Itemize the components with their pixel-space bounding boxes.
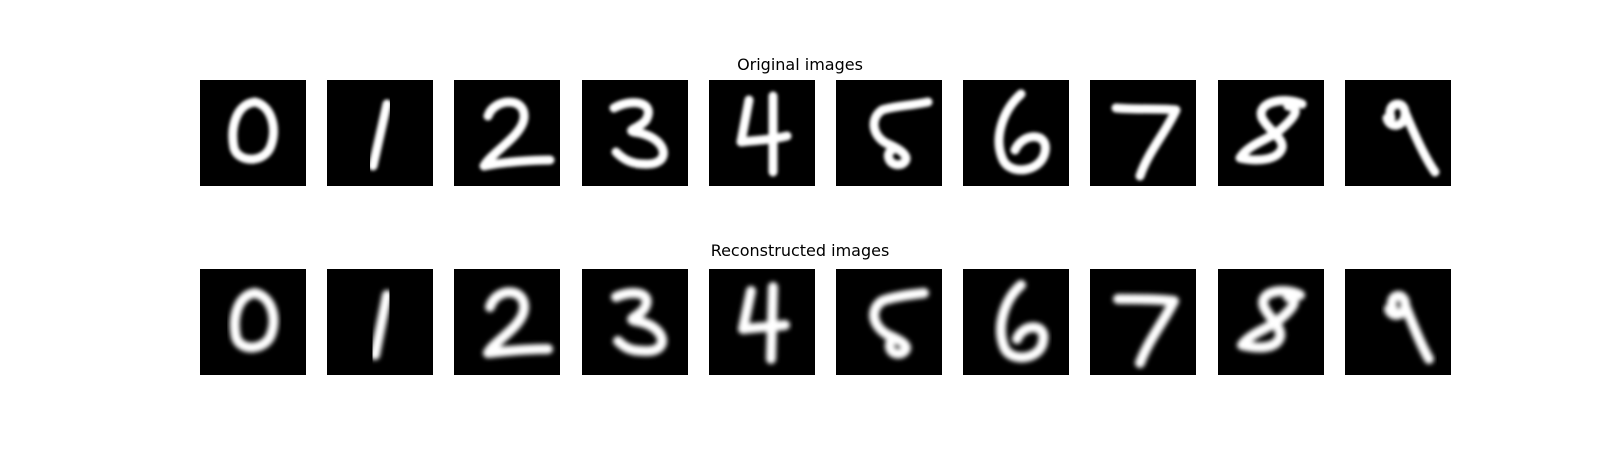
digit-stroke <box>229 288 279 353</box>
reconstructed-digit-image-6: 6 <box>963 269 1069 375</box>
original-digit-image-0: 0 <box>200 80 306 186</box>
digit-5-glyph <box>869 288 929 359</box>
digit-stroke <box>736 91 792 177</box>
reconstructed-images-row: 0123456789 <box>200 269 1451 375</box>
digit-8-glyph <box>1235 96 1307 165</box>
original-digit-image-6: 6 <box>963 80 1069 186</box>
digit-stroke <box>368 99 392 171</box>
digit-stroke <box>869 97 933 170</box>
digit-stroke <box>611 288 667 357</box>
reconstructed-digit-image-7: 7 <box>1090 269 1196 375</box>
digit-3-glyph <box>609 98 668 169</box>
reconstructed-digit-image-5: 5 <box>836 269 942 375</box>
digit-2-glyph <box>483 287 553 358</box>
digit-stroke <box>1113 294 1179 368</box>
digit-stroke <box>228 97 278 164</box>
digit-stroke <box>483 287 553 358</box>
original-digit-image-8: 8 <box>1218 80 1324 186</box>
digit-stroke <box>1384 291 1434 364</box>
digit-0-glyph <box>228 97 278 164</box>
digit-1-glyph <box>368 99 392 171</box>
original-digit-image-9: 9 <box>1345 80 1451 186</box>
original-digit-image-2: 2 <box>454 80 560 186</box>
digit-3-glyph <box>611 288 667 357</box>
digit-0-glyph <box>229 288 279 353</box>
digit-stroke <box>1235 96 1307 165</box>
digit-5-glyph <box>869 97 933 170</box>
digit-stroke <box>609 98 668 169</box>
digit-stroke <box>1111 103 1181 181</box>
digit-7-glyph <box>1111 103 1181 181</box>
reconstructed-digit-image-0: 0 <box>200 269 306 375</box>
digit-9-glyph <box>1382 99 1440 177</box>
original-digit-image-1: 1 <box>327 80 433 186</box>
digit-stroke <box>479 97 555 171</box>
original-images-row: 0123456789 <box>200 80 1451 186</box>
digit-6-glyph <box>996 280 1049 363</box>
digit-stroke <box>996 280 1049 363</box>
digit-stroke <box>869 288 929 359</box>
digit-7-glyph <box>1113 294 1179 368</box>
reconstructed-digit-image-2: 2 <box>454 269 560 375</box>
reconstructed-digit-image-1: 1 <box>327 269 433 375</box>
original-digit-image-5: 5 <box>836 80 942 186</box>
reconstructed-digit-image-9: 9 <box>1345 269 1451 375</box>
digit-stroke <box>1382 99 1440 177</box>
reconstructed-images-title: Reconstructed images <box>710 241 890 260</box>
original-digit-image-3: 3 <box>582 80 688 186</box>
digit-6-glyph <box>994 89 1050 175</box>
digit-2-glyph <box>479 97 555 171</box>
original-digit-image-7: 7 <box>1090 80 1196 186</box>
digit-4-glyph <box>738 282 790 364</box>
original-digit-image-4: 4 <box>709 80 815 186</box>
digit-stroke <box>1237 286 1305 353</box>
digit-9-glyph <box>1384 291 1434 364</box>
digit-1-glyph <box>370 290 392 360</box>
digit-4-glyph <box>736 91 792 177</box>
original-images-title: Original images <box>737 55 863 74</box>
digit-stroke <box>994 89 1050 175</box>
digit-stroke <box>370 290 392 360</box>
digit-stroke <box>738 282 790 364</box>
reconstructed-digit-image-8: 8 <box>1218 269 1324 375</box>
reconstructed-digit-image-3: 3 <box>582 269 688 375</box>
reconstructed-digit-image-4: 4 <box>709 269 815 375</box>
digit-8-glyph <box>1237 286 1305 353</box>
